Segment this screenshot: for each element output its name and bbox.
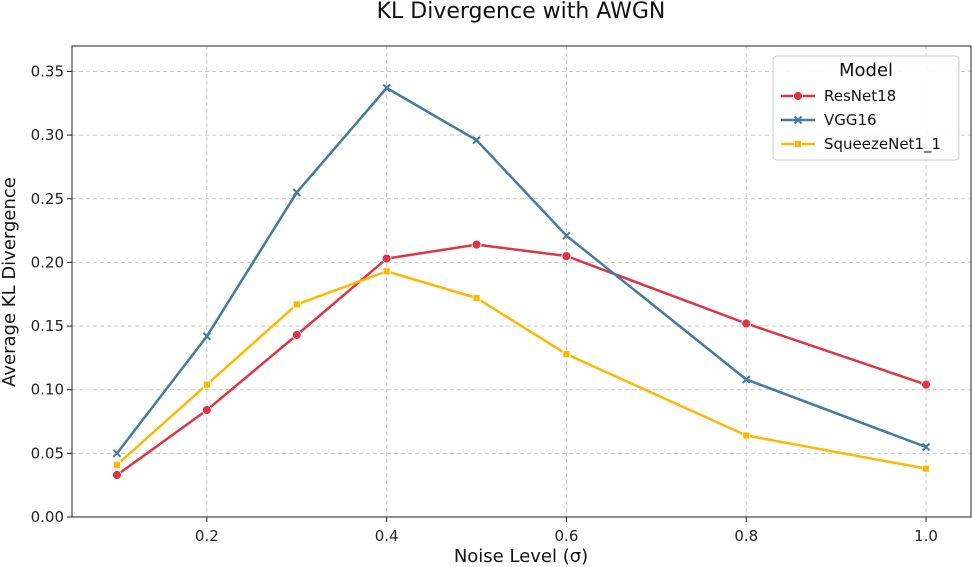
data-point-vgg16	[112, 449, 122, 458]
data-point-squeezenet1-1	[472, 294, 481, 302]
data-point-squeezenet1-1	[202, 380, 211, 389]
data-point-squeezenet1-1	[562, 350, 571, 358]
y-axis: 0.00 0.05 0.10 0.15 0.20 0.25 0.30 0.35	[31, 62, 72, 526]
y-tick-label: 0.35	[31, 62, 64, 80]
data-point-resnet18	[921, 379, 931, 390]
grid	[72, 46, 971, 518]
data-point-vgg16	[472, 135, 481, 145]
legend-label: ResNet18	[824, 87, 896, 105]
legend-label: VGG16	[824, 111, 877, 129]
data-point-squeezenet1-1	[382, 267, 391, 276]
series-line-vgg16	[116, 86, 927, 455]
data-point-resnet18	[381, 253, 392, 264]
x-tick-label: 0.6	[555, 527, 579, 545]
data-point-resnet18	[112, 470, 122, 480]
x-tick-label: 1.0	[914, 527, 938, 545]
legend-item-squeezenet1-1: SqueezeNet1_1	[781, 135, 941, 154]
data-point-vgg16	[382, 83, 391, 93]
chart-title: KL Divergence with AWGN	[377, 0, 666, 24]
legend-marker	[794, 140, 802, 148]
y-tick-label: 0.00	[31, 508, 64, 526]
series-squeezenet1-1	[113, 267, 930, 473]
data-point-vgg16	[742, 375, 751, 384]
y-axis-title: Average KL Divergence	[0, 177, 20, 387]
data-point-vgg16	[562, 231, 571, 240]
y-tick-label: 0.20	[31, 253, 64, 271]
data-point-squeezenet1-1	[292, 300, 301, 309]
y-tick-label: 0.10	[31, 381, 64, 399]
legend-box	[772, 55, 960, 161]
series-line-squeezenet1-1	[116, 270, 927, 470]
legend-marker	[793, 91, 803, 101]
y-tick-label: 0.25	[31, 190, 64, 208]
series-line-resnet18	[116, 243, 927, 477]
legend-marker	[793, 115, 803, 125]
x-tick-label: 0.4	[375, 527, 399, 545]
data-point-resnet18	[561, 251, 572, 261]
x-tick-label: 0.2	[195, 527, 219, 545]
x-tick-label: 0.8	[734, 527, 758, 545]
plot-area	[71, 45, 972, 518]
data-point-resnet18	[471, 239, 482, 250]
legend-item-vgg16: VGG16	[781, 111, 877, 129]
data-point-resnet18	[741, 318, 752, 329]
series-resnet18	[112, 239, 931, 480]
data-point-resnet18	[201, 405, 212, 415]
data-point-squeezenet1-1	[922, 464, 930, 473]
series-layer	[112, 83, 931, 480]
legend-label: SqueezeNet1_1	[824, 135, 941, 154]
data-point-vgg16	[202, 332, 212, 341]
y-tick-label: 0.30	[31, 126, 64, 144]
data-point-resnet18	[291, 330, 302, 340]
legend-title: Model	[839, 60, 893, 81]
y-tick-label: 0.15	[31, 317, 64, 335]
legend-item-resnet18: ResNet18	[781, 87, 896, 105]
data-point-vgg16	[292, 188, 301, 197]
y-tick-label: 0.05	[31, 444, 64, 462]
data-point-squeezenet1-1	[113, 460, 121, 469]
legend: Model ResNet18 VGG16 SqueezeNet1_1	[772, 55, 960, 161]
series-vgg16	[112, 83, 931, 458]
data-point-vgg16	[921, 442, 931, 452]
x-axis-title: Noise Level (σ)	[454, 546, 588, 567]
data-point-squeezenet1-1	[742, 431, 751, 440]
x-axis: 0.2 0.4 0.6 0.8 1.0	[195, 517, 938, 545]
